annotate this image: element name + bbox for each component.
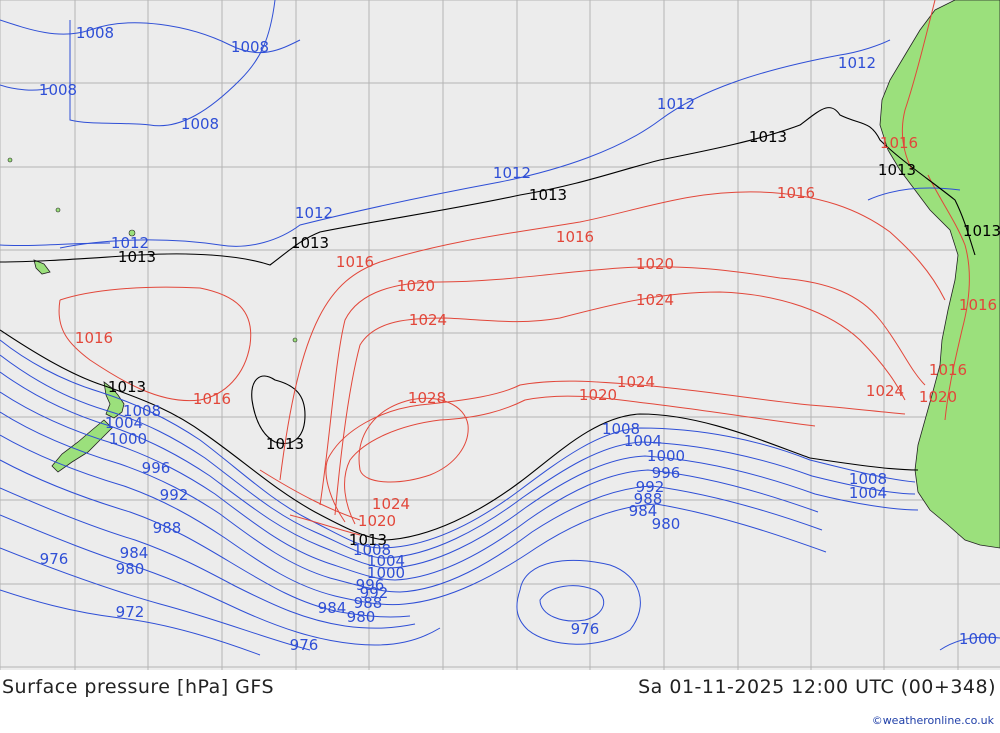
isobar-label: 1004 (367, 552, 405, 570)
andes-contours (901, 0, 970, 421)
isobar-label: 1016 (777, 184, 815, 202)
isobar-label: 988 (153, 519, 182, 537)
isobar-label: 992 (160, 486, 189, 504)
isobar-label: 1004 (624, 432, 662, 450)
isobar-label: 996 (652, 464, 681, 482)
isobar-label: 1000 (959, 630, 997, 648)
isobar-label: 992 (636, 478, 665, 496)
isobar-label: 996 (356, 576, 385, 594)
isobar-label: 1013 (529, 186, 567, 204)
ocean-background (0, 0, 1000, 670)
isobar-label: 1024 (372, 495, 410, 513)
isobar-label: 1004 (849, 484, 887, 502)
credit-link[interactable]: ©weatheronline.co.uk (871, 714, 994, 727)
isobar-label: 980 (116, 560, 145, 578)
isobar-label: 976 (290, 636, 319, 654)
isobar-label: 1016 (880, 134, 918, 152)
isobar-label: 1012 (111, 234, 149, 252)
isobar-label: 984 (120, 544, 149, 562)
isobar-label: 992 (360, 584, 389, 602)
isobar-label: 988 (634, 490, 663, 508)
isobar-label: 1013 (108, 378, 146, 396)
isobar-labels: 1008100810081008101210121012101210121013… (39, 24, 1000, 654)
isobar-label: 1013 (963, 222, 1000, 240)
isobar-label: 984 (629, 502, 658, 520)
south-america-land (879, 0, 1000, 549)
isobar-label: 1024 (636, 291, 674, 309)
isobar-label: 980 (347, 608, 376, 626)
isobar-label: 1008 (123, 402, 161, 420)
isobar-label: 1008 (231, 38, 269, 56)
isobar-label: 972 (116, 603, 145, 621)
standard-isobars (0, 107, 976, 541)
new-zealand-north-island (103, 381, 125, 419)
isobar-label: 1016 (959, 296, 997, 314)
isobar-label: 1024 (409, 311, 447, 329)
isobar-label: 976 (571, 620, 600, 638)
isobar-label: 1016 (929, 361, 967, 379)
isobar-label: 1008 (602, 420, 640, 438)
isobar-label: 1012 (838, 54, 876, 72)
isobar-label: 1004 (105, 414, 143, 432)
isobar-label: 1013 (266, 435, 304, 453)
isobar-label: 1024 (866, 382, 904, 400)
land-areas (33, 0, 1000, 549)
pressure-map: 1008100810081008101210121012101210121013… (0, 0, 1000, 670)
isobar-label: 1016 (193, 390, 231, 408)
isobar-label: 1013 (878, 161, 916, 179)
isobar-label: 1000 (109, 430, 147, 448)
isobar-label: 988 (354, 594, 383, 612)
isobar-label: 984 (318, 599, 347, 617)
low-pressure-isobars (0, 0, 1000, 656)
isobar-label: 1028 (408, 389, 446, 407)
isobar-label: 1013 (749, 128, 787, 146)
small-islands (7, 157, 298, 343)
high-pressure-isobars (58, 191, 946, 536)
isobar-label: 1012 (493, 164, 531, 182)
isobar-label: 1024 (617, 373, 655, 391)
isobar-label: 976 (40, 550, 69, 568)
new-zealand-south-island (51, 419, 113, 473)
valid-time: Sa 01-11-2025 12:00 UTC (00+348) (638, 676, 996, 698)
isobar-label: 1012 (295, 204, 333, 222)
isobar-label: 1016 (75, 329, 113, 347)
isobar-label: 1020 (358, 512, 396, 530)
isobar-label: 1020 (397, 277, 435, 295)
isobar-label: 1013 (291, 234, 329, 252)
isobar-label: 1008 (39, 81, 77, 99)
isobar-label: 1008 (849, 470, 887, 488)
isobar-label: 1000 (647, 447, 685, 465)
isobar-label: 1020 (919, 388, 957, 406)
isobar-label: 1008 (353, 541, 391, 559)
isobar-label: 1016 (556, 228, 594, 246)
island-west (33, 259, 51, 275)
isobar-label: 1020 (579, 386, 617, 404)
isobar-label: 1000 (367, 564, 405, 582)
map-title: Surface pressure [hPa] GFS (2, 676, 275, 698)
isobar-label: 996 (142, 459, 171, 477)
isobar-label: 1012 (657, 95, 695, 113)
isobar-label: 1013 (118, 248, 156, 266)
isobar-label: 1016 (336, 253, 374, 271)
isobar-label: 1013 (349, 531, 387, 549)
isobar-label: 1020 (636, 255, 674, 273)
isobar-label: 980 (652, 515, 681, 533)
isobar-label: 1008 (181, 115, 219, 133)
isobar-label: 1008 (76, 24, 114, 42)
